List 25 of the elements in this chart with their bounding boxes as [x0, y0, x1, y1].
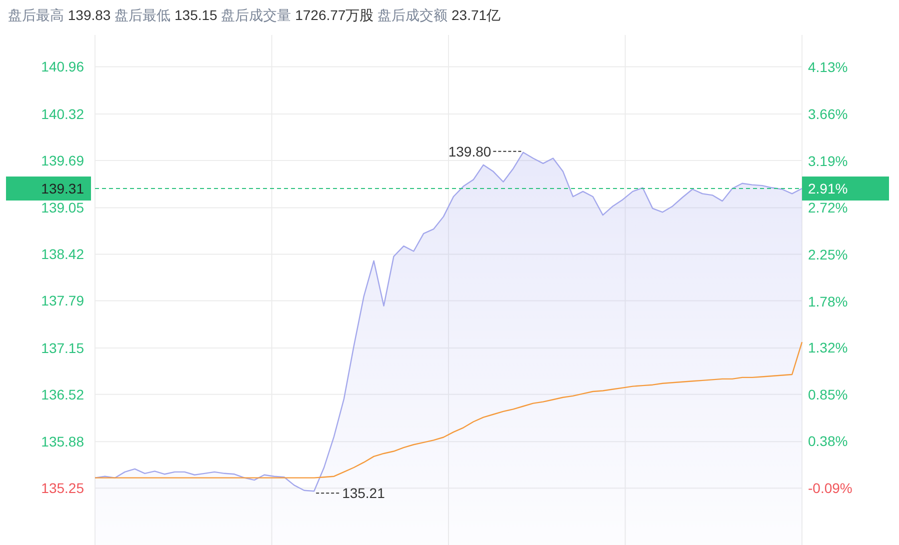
y-tick-label: 135.88 — [41, 434, 84, 450]
y2-tick-label: 0.38% — [808, 433, 848, 450]
y-tick-label: 137.79 — [41, 292, 84, 309]
title: 盘后最高 139.83 盘后最低 135.15 盘后成交量 1726.77万股 盘后成交额 23.71亿 — [8, 7, 501, 23]
y2-tick-label: -0.09% — [808, 480, 852, 496]
y-tick-label: 137.15 — [41, 340, 84, 356]
y2-tick-label: 0.85% — [808, 386, 848, 402]
y-tick-label: 140.96 — [41, 58, 84, 75]
y2-tick-label: 3.19% — [808, 152, 848, 169]
y-tick-label: 135.25 — [41, 480, 84, 496]
annotation: 135.21 — [342, 485, 386, 502]
annotation: 139.80 — [448, 143, 492, 160]
text: 2.91% — [808, 180, 848, 197]
y-tick-label: 138.42 — [41, 246, 84, 262]
y-tick-label: 136.52 — [41, 386, 84, 402]
ref-line-label: 139.31 — [41, 180, 84, 197]
y2-tick-label: 3.66% — [808, 106, 848, 122]
y2-tick-label: 1.78% — [808, 293, 848, 310]
y-tick-label: 140.32 — [41, 106, 84, 122]
y2-tick-label: 4.13% — [808, 58, 848, 75]
y2-tick-label: 2.25% — [808, 246, 848, 263]
y2-tick-label: 2.72% — [808, 200, 848, 216]
y-tick-label: 139.69 — [41, 152, 84, 168]
y2-tick-label: 1.32% — [808, 339, 848, 356]
y-tick-label: 139.05 — [41, 200, 84, 216]
